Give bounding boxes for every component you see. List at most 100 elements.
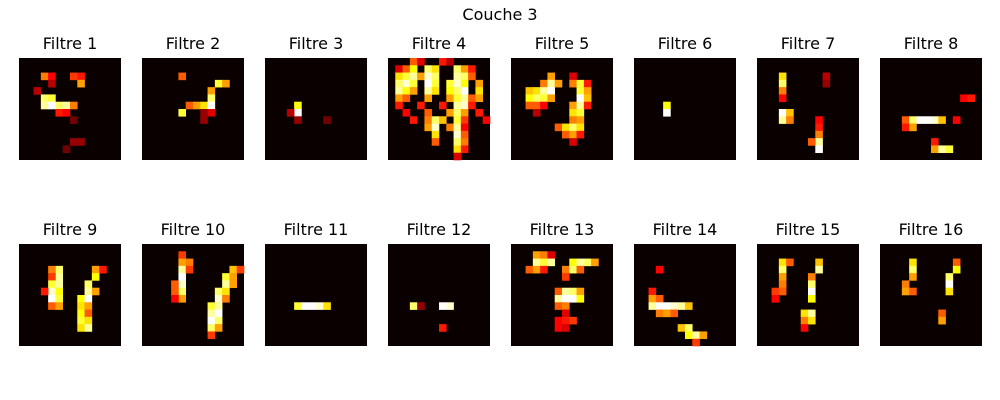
- heatmap-cell: [648, 295, 657, 303]
- heatmap-cell: [55, 101, 64, 110]
- heatmap-cell: [453, 116, 462, 124]
- heatmap-cell: [547, 94, 556, 103]
- heatmap-cell: [40, 72, 49, 81]
- heatmap-cell: [185, 101, 194, 110]
- heatmap-cell: [431, 130, 440, 139]
- heatmap-cell: [446, 94, 454, 103]
- heatmap-cell: [576, 101, 585, 110]
- heatmap-cell: [214, 302, 223, 310]
- heatmap-cell: [569, 316, 577, 325]
- heatmap-panel: Filtre 6: [634, 34, 736, 160]
- heatmap-cell: [909, 258, 917, 267]
- heatmap-cell: [562, 287, 570, 296]
- heatmap-cell: [576, 265, 585, 274]
- heatmap-cell: [562, 302, 570, 310]
- heatmap-panel: Filtre 3: [265, 34, 367, 160]
- heatmap-cell: [475, 109, 484, 117]
- heatmap-cell: [70, 138, 78, 146]
- heatmap-cell: [229, 265, 238, 274]
- heatmap-cell: [62, 109, 71, 117]
- heatmap-cell: [547, 79, 556, 88]
- heatmap-cell: [771, 295, 780, 303]
- heatmap-cell: [901, 123, 910, 132]
- heatmap-cell: [540, 258, 548, 267]
- heatmap-cell: [453, 130, 462, 139]
- heatmap-cell: [48, 101, 56, 110]
- heatmap-cell: [583, 94, 592, 103]
- heatmap-cell: [446, 302, 454, 310]
- heatmap-cell: [778, 116, 787, 124]
- heatmap-cell: [48, 273, 56, 281]
- heatmap-cell: [48, 79, 56, 88]
- heatmap-cell: [55, 109, 64, 117]
- heatmap-cell: [431, 72, 440, 81]
- panel-title: Filtre 7: [781, 34, 836, 53]
- heatmap-cell: [193, 101, 201, 110]
- heatmap-cell: [771, 287, 780, 296]
- heatmap-cell: [815, 265, 823, 274]
- heatmap-cell: [554, 295, 563, 303]
- heatmap-cell: [460, 101, 469, 110]
- heatmap-cell: [431, 65, 440, 73]
- heatmap-cell: [207, 324, 216, 332]
- heatmap-panel: Filtre 15: [757, 220, 859, 346]
- heatmap-cell: [402, 72, 411, 81]
- heatmap-cell: [446, 87, 454, 95]
- heatmap-cell: [431, 87, 440, 95]
- heatmap-cell: [446, 79, 454, 88]
- heatmap-cell: [395, 79, 403, 88]
- heatmap-cell: [909, 123, 917, 132]
- heatmap-cell: [692, 331, 700, 340]
- heatmap-panel: Filtre 2: [142, 34, 244, 160]
- heatmap-cell: [286, 109, 295, 117]
- heatmap-cell: [207, 331, 216, 340]
- heatmap-cell: [562, 273, 570, 281]
- heatmap-grid: Filtre 1 Filtre 2 Filtre 3 Filtre 4 Filtre 5…: [19, 34, 982, 347]
- heatmap-cell: [938, 316, 946, 325]
- heatmap-cell: [409, 65, 418, 73]
- heatmap-cell: [77, 72, 85, 81]
- heatmap-cell: [446, 123, 454, 132]
- heatmap-cell: [84, 302, 93, 310]
- heatmap-cell: [547, 251, 556, 259]
- heatmap-cell: [576, 94, 585, 103]
- heatmap-cell: [460, 109, 469, 117]
- heatmap-cell: [48, 302, 56, 310]
- heatmap-cell: [916, 116, 925, 124]
- heatmap-cell: [938, 309, 946, 318]
- panel-title: Filtre 9: [43, 220, 98, 239]
- panel-title: Filtre 15: [776, 220, 841, 239]
- heatmap-cell: [207, 109, 216, 117]
- heatmap-cell: [663, 302, 671, 310]
- heatmap-cell: [808, 287, 816, 296]
- heatmap-cell: [547, 87, 556, 95]
- heatmap-cell: [931, 145, 939, 154]
- heatmap-cell: [655, 302, 664, 310]
- heatmap-cell: [40, 101, 49, 110]
- heatmap-cell: [692, 338, 700, 347]
- heatmap-cell: [931, 138, 939, 146]
- heatmap-cell: [569, 265, 577, 274]
- heatmap-cell: [532, 258, 541, 267]
- heatmap-cell: [70, 116, 78, 124]
- heatmap-cell: [77, 295, 85, 303]
- heatmap-cell: [909, 273, 917, 281]
- heatmap-cell: [48, 287, 56, 296]
- heatmap-cell: [424, 94, 433, 103]
- heatmap-cell: [62, 101, 71, 110]
- heatmap-panel: Filtre 13: [511, 220, 613, 346]
- panel-title: Filtre 10: [161, 220, 226, 239]
- heatmap-cell: [207, 316, 216, 325]
- heatmap-cell: [569, 109, 577, 117]
- heatmap-cell: [460, 79, 469, 88]
- heatmap-cell: [84, 324, 93, 332]
- heatmap-cell: [822, 72, 831, 81]
- heatmap-cell: [453, 87, 462, 95]
- heatmap-cell: [77, 138, 85, 146]
- heatmap-cell: [417, 302, 425, 310]
- heatmap-cell: [453, 72, 462, 81]
- heatmap-panel: Filtre 16: [880, 220, 982, 346]
- heatmap-cell: [48, 295, 56, 303]
- heatmap-cell: [909, 116, 917, 124]
- heatmap-cell: [663, 109, 671, 117]
